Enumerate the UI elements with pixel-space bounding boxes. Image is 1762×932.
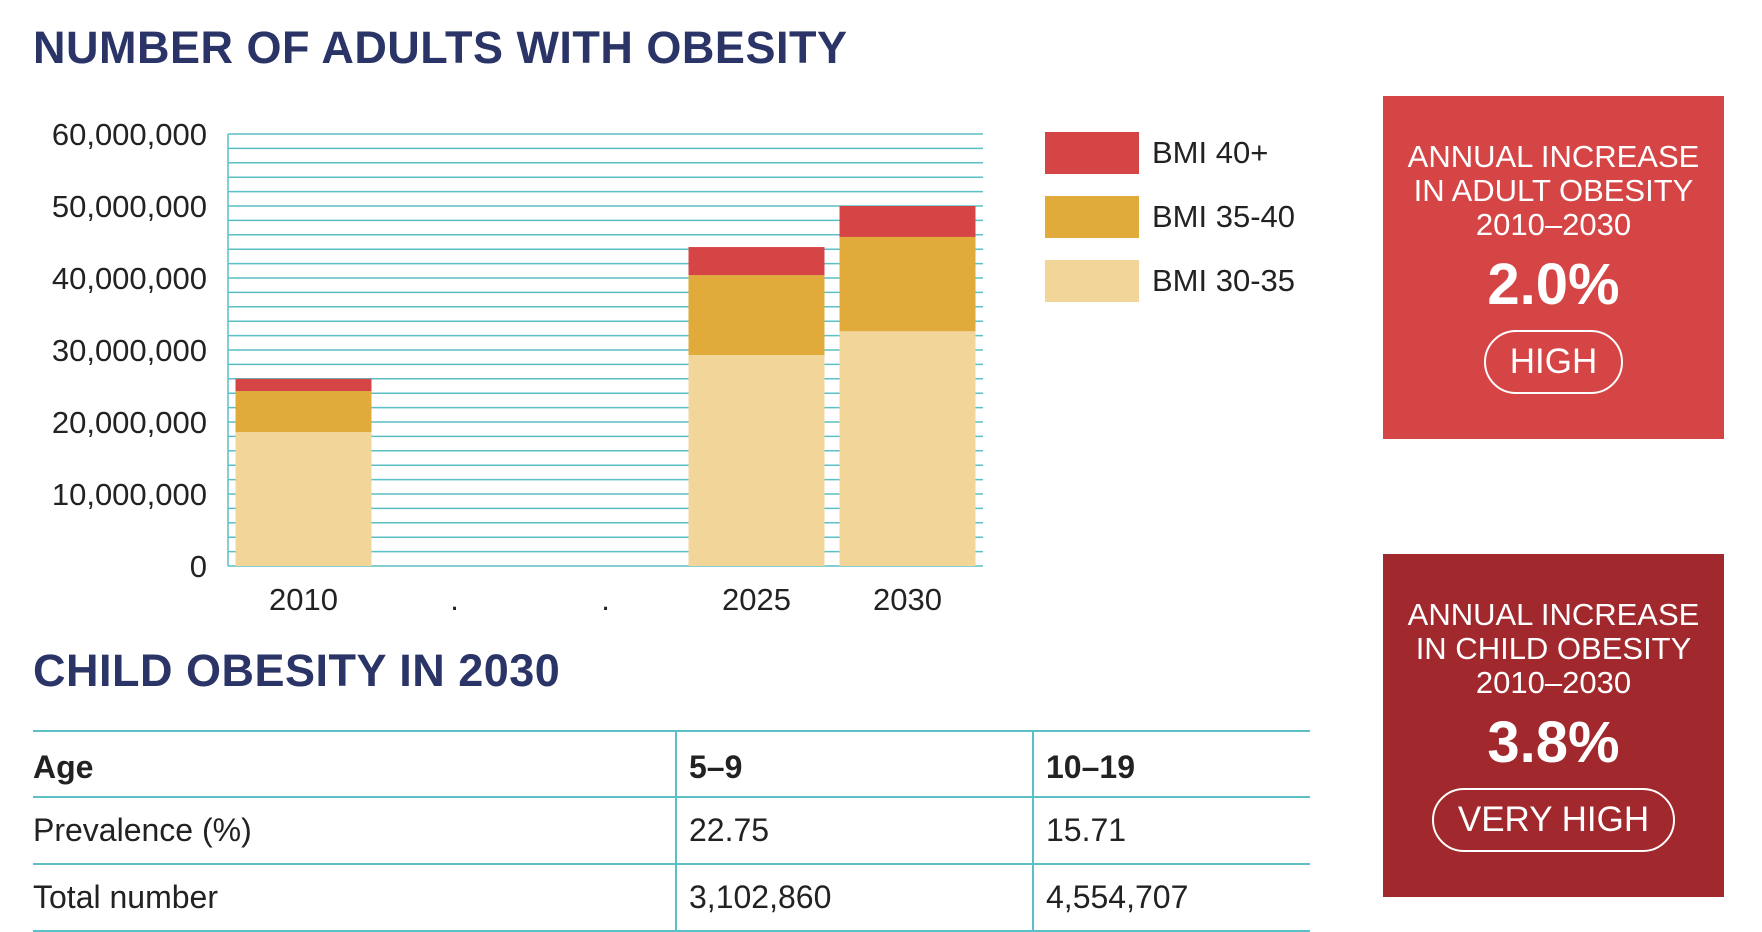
x-tick-label: 2010 xyxy=(269,582,338,617)
chart-legend: BMI 40+ BMI 35-40 BMI 30-35 xyxy=(1045,132,1295,324)
table-cell: 15.71 xyxy=(1032,796,1310,865)
child-box-line3: 2010–2030 xyxy=(1475,665,1632,700)
bar-segment xyxy=(839,236,976,332)
bar-segment xyxy=(688,275,825,356)
legend-swatch-bmi-30-35 xyxy=(1045,260,1139,302)
y-tick-label: 50,000,000 xyxy=(52,189,207,224)
y-tick-label: 0 xyxy=(190,549,207,584)
bar-segment xyxy=(688,355,825,566)
x-tick-label: . xyxy=(450,582,459,617)
legend-swatch-bmi-35-40 xyxy=(1045,196,1139,238)
child-box-line2: IN CHILD OBESITY xyxy=(1415,631,1692,666)
legend-label: BMI 40+ xyxy=(1152,135,1269,170)
child-obesity-stat-box: ANNUAL INCREASE IN CHILD OBESITY 2010–20… xyxy=(1383,554,1724,897)
child-obesity-table: Age 5–9 10–19 Prevalence (%) 22.75 15.71… xyxy=(33,730,1310,932)
y-tick-label: 40,000,000 xyxy=(52,261,207,296)
table-header-age: Age xyxy=(33,730,676,798)
y-tick-label: 20,000,000 xyxy=(52,405,207,440)
legend-item-bmi-30-35: BMI 30-35 xyxy=(1045,260,1295,302)
child-box-heading: ANNUAL INCREASE IN CHILD OBESITY 2010–20… xyxy=(1383,598,1724,700)
legend-label: BMI 30-35 xyxy=(1152,263,1296,298)
bar-segment xyxy=(235,432,372,566)
table-header-5-9: 5–9 xyxy=(675,730,1033,798)
table-cell: Total number xyxy=(33,863,676,932)
legend-item-bmi-40-plus: BMI 40+ xyxy=(1045,132,1295,174)
x-tick-label: 2030 xyxy=(873,582,942,617)
bar-segment xyxy=(688,247,825,276)
x-tick-label: . xyxy=(601,582,610,617)
table-cell: 22.75 xyxy=(675,796,1033,865)
adult-box-line3: 2010–2030 xyxy=(1475,207,1632,242)
table-cell: Prevalence (%) xyxy=(33,796,676,865)
table-row: Prevalence (%) 22.75 15.71 xyxy=(33,796,1310,865)
adult-box-line2: IN ADULT OBESITY xyxy=(1413,173,1694,208)
table-header-10-19: 10–19 xyxy=(1032,730,1310,798)
table-row: Total number 3,102,860 4,554,707 xyxy=(33,863,1310,932)
y-tick-label: 60,000,000 xyxy=(52,117,207,152)
x-tick-label: 2025 xyxy=(722,582,791,617)
legend-item-bmi-35-40: BMI 35-40 xyxy=(1045,196,1295,238)
bar-segment xyxy=(839,206,976,237)
table-cell: 4,554,707 xyxy=(1032,863,1310,932)
adult-chart-title: NUMBER OF ADULTS WITH OBESITY xyxy=(33,22,848,73)
adult-obesity-chart: 0 10,000,000 20,000,000 30,000,000 40,000,00… xyxy=(52,117,983,617)
child-section-title: CHILD OBESITY IN 2030 xyxy=(33,645,561,696)
bar-segment xyxy=(235,378,372,392)
bar-segment xyxy=(235,391,372,433)
table-cell: 3,102,860 xyxy=(675,863,1033,932)
child-box-rating-badge: VERY HIGH xyxy=(1431,788,1676,852)
y-tick-label: 10,000,000 xyxy=(52,477,207,512)
legend-swatch-bmi-40-plus xyxy=(1045,132,1139,174)
legend-label: BMI 35-40 xyxy=(1152,199,1296,234)
child-box-line1: ANNUAL INCREASE xyxy=(1407,597,1700,632)
child-box-value: 3.8% xyxy=(1487,710,1620,775)
adult-box-value: 2.0% xyxy=(1487,252,1620,317)
bar-segment xyxy=(839,331,976,566)
adult-box-heading: ANNUAL INCREASE IN ADULT OBESITY 2010–20… xyxy=(1383,140,1724,242)
adult-box-rating-badge: HIGH xyxy=(1483,330,1624,394)
y-tick-label: 30,000,000 xyxy=(52,333,207,368)
table-header-row: Age 5–9 10–19 xyxy=(33,730,1310,798)
adult-obesity-stat-box: ANNUAL INCREASE IN ADULT OBESITY 2010–20… xyxy=(1383,96,1724,439)
adult-box-line1: ANNUAL INCREASE xyxy=(1407,139,1700,174)
